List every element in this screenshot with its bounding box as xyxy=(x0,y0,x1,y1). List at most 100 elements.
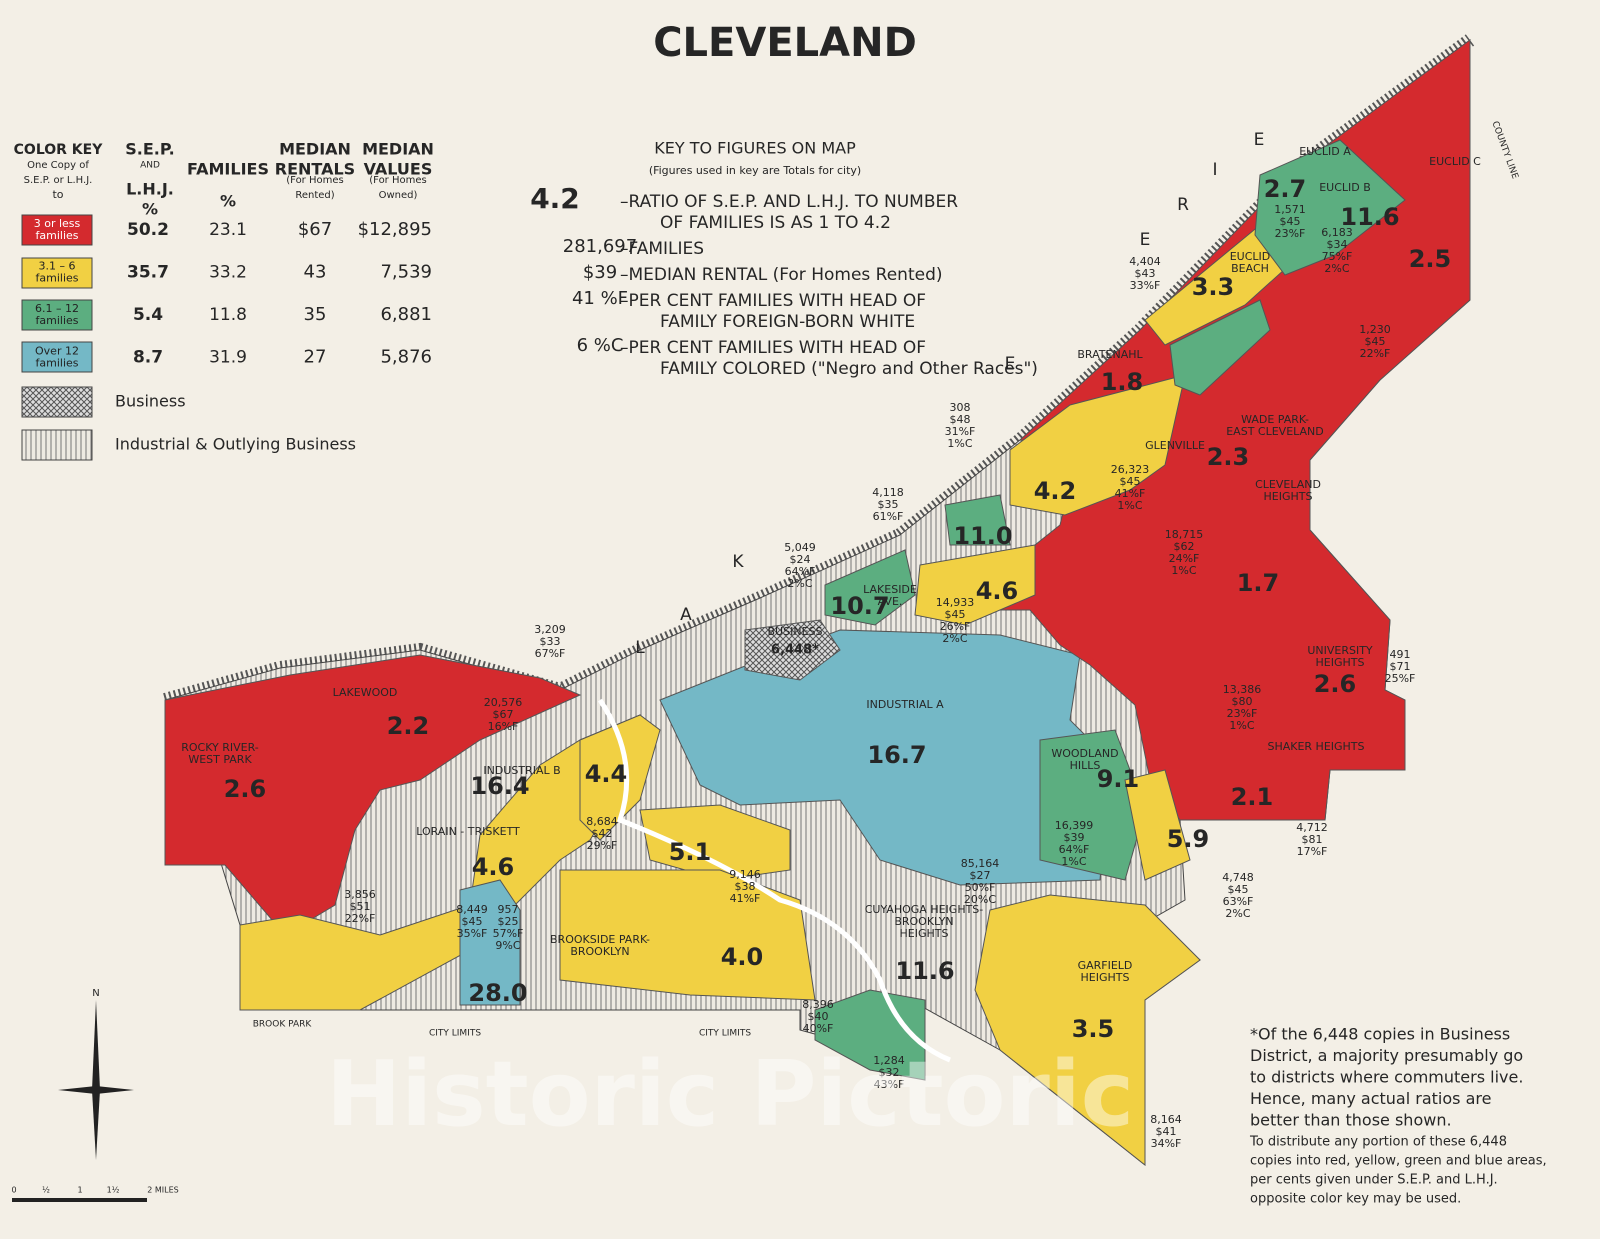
map-label: CITY LIMITS xyxy=(429,1029,481,1039)
district-stat: 2%C xyxy=(1324,262,1349,275)
compass-needle xyxy=(92,1000,100,1160)
scale-label: 1 xyxy=(77,1186,82,1195)
district-name: BROOKLYN xyxy=(894,915,953,928)
key-header: % xyxy=(142,200,158,219)
district-name: LAKESIDE xyxy=(863,583,917,596)
key-header: MEDIAN xyxy=(362,140,434,159)
district-ratio: 5.1 xyxy=(669,838,712,866)
district-name: HEIGHTS xyxy=(900,927,949,940)
key-cell: 23.1 xyxy=(209,220,247,240)
district-stat: 1%C xyxy=(947,437,972,450)
district-stat: 23%F xyxy=(1227,707,1258,720)
key-title: KEY TO FIGURES ON MAP xyxy=(654,139,856,158)
key-subtitle: (Figures used in key are Totals for city… xyxy=(649,164,861,177)
scale-label: ½ xyxy=(42,1186,50,1195)
district-name: BROOKLYN xyxy=(570,945,629,958)
district-stat: $41 xyxy=(1156,1125,1177,1138)
district-stat: 67%F xyxy=(535,647,566,660)
key-header: to xyxy=(52,188,63,201)
district-stat: 8,396 xyxy=(802,998,834,1011)
district-ratio: 5.9 xyxy=(1167,825,1210,853)
key-label: families xyxy=(36,272,79,285)
lake-letter: E xyxy=(1140,230,1151,250)
district-stat: 41%F xyxy=(730,892,761,905)
lake-letter: A xyxy=(680,605,692,625)
district-stat: $39 xyxy=(1064,831,1085,844)
district-stat: 64%F xyxy=(785,565,816,578)
key-text: –FAMILIES xyxy=(620,239,704,259)
district-stat: $45 xyxy=(1280,215,1301,228)
business-area xyxy=(744,619,841,681)
district-stat: 34%F xyxy=(1151,1137,1182,1150)
district-stat: 1,571 xyxy=(1274,203,1306,216)
lake-letter: L xyxy=(635,638,645,658)
district-ratio: 2.6 xyxy=(224,775,267,803)
district-stat: 2%C xyxy=(787,577,812,590)
district-stat: $43 xyxy=(1135,267,1156,280)
district-name: HEIGHTS xyxy=(1081,971,1130,984)
key-figure: 41 %F xyxy=(572,288,628,309)
district-ratio: 4.0 xyxy=(721,943,764,971)
district-stat: $45 xyxy=(1365,335,1386,348)
key-cell: 27 xyxy=(304,347,327,368)
district-name: AVE. xyxy=(878,595,903,608)
district-ratio: 4.2 xyxy=(1034,477,1077,505)
key-header: (For Homes xyxy=(369,175,426,186)
district-stat: 1%C xyxy=(1171,564,1196,577)
district-stat: 2%C xyxy=(942,632,967,645)
key-cell: 35.7 xyxy=(127,263,169,283)
district-stat: 22%F xyxy=(1360,347,1391,360)
district-ratio: 2.3 xyxy=(1207,443,1250,471)
key-text: –RATIO OF S.E.P. AND L.H.J. TO NUMBER xyxy=(620,192,958,212)
district-stat: 50%F xyxy=(965,881,996,894)
district-name: SHAKER HEIGHTS xyxy=(1267,740,1364,753)
footnote-note: copies into red, yellow, green and blue … xyxy=(1250,1154,1547,1169)
district-ratio: 16.7 xyxy=(867,741,926,769)
yellow-area xyxy=(1124,769,1191,881)
footnote: District, a majority presumably go xyxy=(1250,1046,1523,1065)
yellow-area xyxy=(639,804,791,881)
district-stat: $34 xyxy=(1327,238,1348,251)
district-stat: $38 xyxy=(735,880,756,893)
district-stat: $24 xyxy=(790,553,811,566)
key-header: % xyxy=(220,192,236,211)
district-stat: 4,404 xyxy=(1129,255,1161,268)
lake-letter: K xyxy=(732,552,744,572)
district-ratio: 28.0 xyxy=(468,979,527,1007)
district-name: EUCLID xyxy=(1230,250,1271,263)
key-cell: 5.4 xyxy=(133,305,163,325)
district-ratio: 10.7 xyxy=(830,592,889,620)
district-stat: $45 xyxy=(462,915,483,928)
key-label: families xyxy=(36,229,79,242)
district-stat: 20,576 xyxy=(484,696,523,709)
key-text: OF FAMILIES IS AS 1 TO 4.2 xyxy=(660,213,891,233)
district-name: BROOKSIDE PARK- xyxy=(550,933,650,946)
district-stat: $67 xyxy=(493,708,514,721)
key-cell: 11.8 xyxy=(209,305,247,325)
district-stat: $25 xyxy=(498,915,519,928)
district-stat: $45 xyxy=(1120,475,1141,488)
lake-letter: E xyxy=(1254,130,1265,150)
district-stat: 41%F xyxy=(1115,487,1146,500)
district-stat: 6,183 xyxy=(1321,226,1353,239)
district-stat: 1,284 xyxy=(873,1054,905,1067)
district-name: WEST PARK xyxy=(188,753,252,766)
district-ratio: 2.2 xyxy=(387,712,430,740)
key-header: Owned) xyxy=(379,190,418,201)
key-header: Rented) xyxy=(295,190,334,201)
key-header: COLOR KEY xyxy=(14,142,104,158)
district-stat: 61%F xyxy=(873,510,904,523)
footnote: better than those shown. xyxy=(1250,1111,1452,1130)
district-ratio: 11.6 xyxy=(1340,203,1399,231)
key-header: S.E.P. xyxy=(125,140,174,159)
district-name: BUSINESS xyxy=(768,625,823,638)
district-stat: $80 xyxy=(1232,695,1253,708)
key-cell: $12,895 xyxy=(358,219,432,240)
key-figure: $39 xyxy=(583,262,617,283)
district-stat: 18,715 xyxy=(1165,528,1204,541)
key-cell: 31.9 xyxy=(209,348,247,368)
district-name: HEIGHTS xyxy=(1264,490,1313,503)
map xyxy=(163,34,1475,1167)
district-name: BEACH xyxy=(1231,262,1269,275)
district-name: GARFIELD xyxy=(1078,959,1133,972)
